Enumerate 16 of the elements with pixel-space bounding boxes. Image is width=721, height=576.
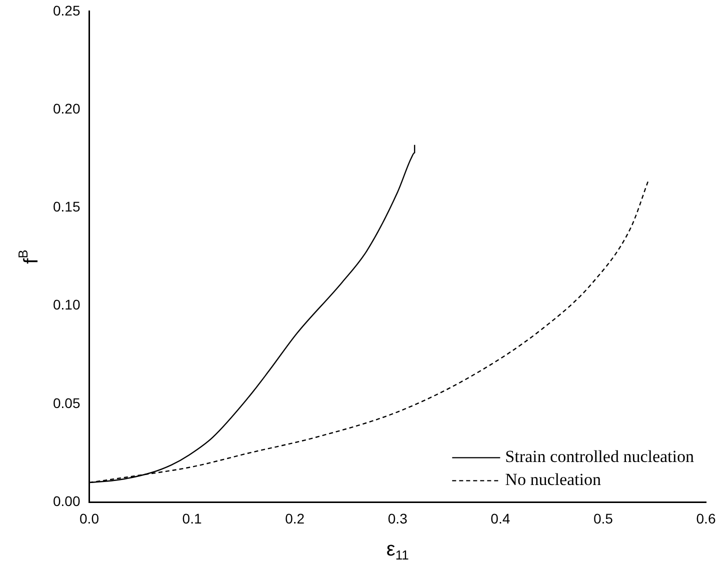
y-axis-title: fB <box>16 250 43 264</box>
x-tick-label: 0.4 <box>490 510 510 526</box>
x-tick-label: 0.3 <box>388 510 408 526</box>
y-tick-label: 0.00 <box>53 493 80 510</box>
y-tick-label: 0.25 <box>53 2 80 18</box>
x-tick-label: 0.5 <box>593 510 614 526</box>
y-tick-label: 0.10 <box>53 296 80 313</box>
y-tick-label: 0.05 <box>53 394 80 411</box>
legend-label: Strain controlled nucleation <box>505 447 694 466</box>
x-tick-label: 0.2 <box>285 510 305 526</box>
x-tick-label: 0.6 <box>696 510 716 526</box>
x-tick-label: 0.0 <box>80 510 100 526</box>
y-tick-label: 0.15 <box>53 198 80 215</box>
y-tick-label: 0.20 <box>53 100 80 116</box>
legend-label: No nucleation <box>505 470 602 490</box>
x-tick-label: 0.1 <box>182 510 202 526</box>
